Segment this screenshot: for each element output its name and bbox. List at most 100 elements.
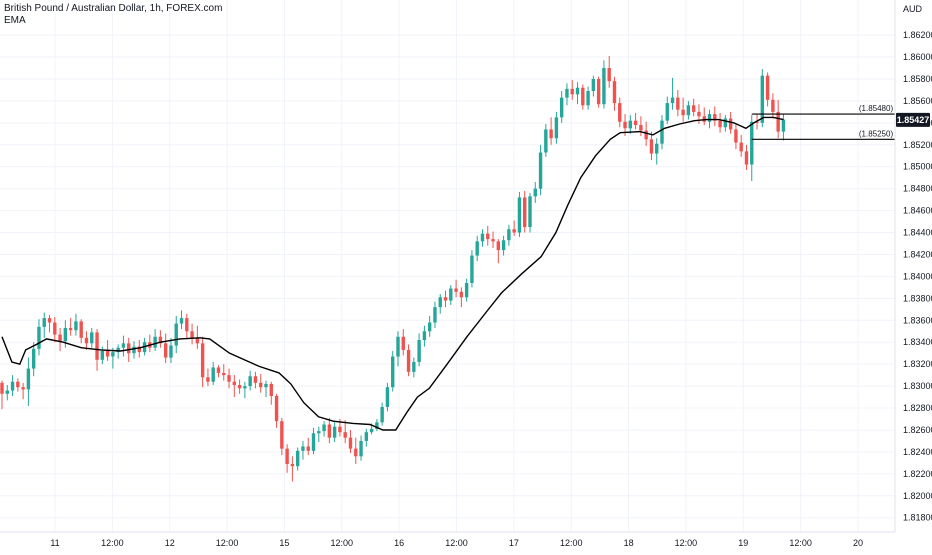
candle [618,97,622,128]
candle-body [105,351,110,357]
candle [691,98,696,117]
price-tick-label: 1.83200 [903,359,932,369]
candle [237,379,242,394]
candle-body [486,233,490,240]
candle-body [406,349,411,372]
candle-body [401,336,405,350]
candle-body [264,383,268,388]
candle-body [232,381,237,386]
candle [179,310,184,330]
candle [21,382,25,400]
candle-body [306,446,310,451]
candle-body [37,326,41,349]
candle [464,278,469,302]
candle [596,76,601,108]
candle-body [216,367,221,373]
candle-body [301,446,305,451]
candle-body [765,75,770,100]
price-tick-label: 1.83000 [903,381,932,391]
candle-body [781,119,786,132]
candle-body [596,78,601,105]
candle-body [475,241,479,256]
candle [718,112,722,133]
candle [391,351,395,392]
time-tick-label: 12:00 [101,538,124,548]
candle [295,447,300,471]
price-tick-label: 1.82800 [903,403,932,413]
candle-body [90,332,94,344]
time-tick-label: 18 [624,538,634,548]
candle-body [259,382,263,388]
price-tick-label: 1.83800 [903,293,932,303]
candle-body [427,322,432,332]
candle-body [380,406,384,423]
price-tick-label: 1.85000 [903,162,932,172]
candle [348,429,353,454]
candle-body [53,322,57,335]
candle-body [644,130,648,140]
candle-body [121,343,126,348]
price-tick-label: 1.82600 [903,425,932,435]
candle [274,393,279,428]
candle-body [554,117,559,139]
candle [90,327,94,348]
candle [628,115,633,134]
candle-body [760,75,765,123]
candle-body [697,111,701,117]
candle-body [391,356,395,388]
candle [686,100,691,120]
price-tick-label: 1.85800 [903,74,932,84]
candle [422,325,427,347]
time-tick-label: 15 [279,538,289,548]
candle-body [68,327,73,331]
candle-body [507,229,511,241]
candle [222,364,226,381]
candle [660,115,664,150]
candle [153,329,157,352]
candle [322,421,326,437]
candle [438,293,442,314]
candle [253,371,258,389]
candle-body [464,283,469,298]
price-tick-label: 1.84600 [903,206,932,216]
candle-body [776,111,780,132]
candle [544,123,548,157]
candle-body [417,340,421,362]
candle [232,375,237,398]
candle-body [501,240,506,251]
candle [480,229,485,247]
candle [174,315,178,354]
candle [507,224,511,246]
candle [269,381,273,405]
price-tick-label: 1.82000 [903,491,932,501]
candle-body [5,390,9,394]
candle-body [660,120,664,144]
candle-body [42,318,46,327]
candle-body [470,255,474,284]
candle-body [290,463,295,467]
candle-body [433,307,437,323]
candle [765,72,770,107]
candle-body [633,120,638,126]
candle [528,193,532,233]
candle [359,435,363,461]
candle-body [412,361,416,372]
price-level-label: (1.85480) [859,104,894,113]
candle [417,333,421,367]
candle [713,106,717,127]
candle-body [153,336,157,348]
candle [512,220,516,236]
candle-body [132,346,136,354]
candle [401,329,405,356]
candle-body [195,337,200,344]
candle [58,327,62,352]
time-tick-label: 17 [509,538,519,548]
candle-body [649,139,654,154]
candle-body [158,336,163,344]
price-tick-label: 1.81800 [903,513,932,523]
candle [612,76,617,111]
time-tick-label: 11 [50,538,59,548]
candle-body [179,318,184,324]
